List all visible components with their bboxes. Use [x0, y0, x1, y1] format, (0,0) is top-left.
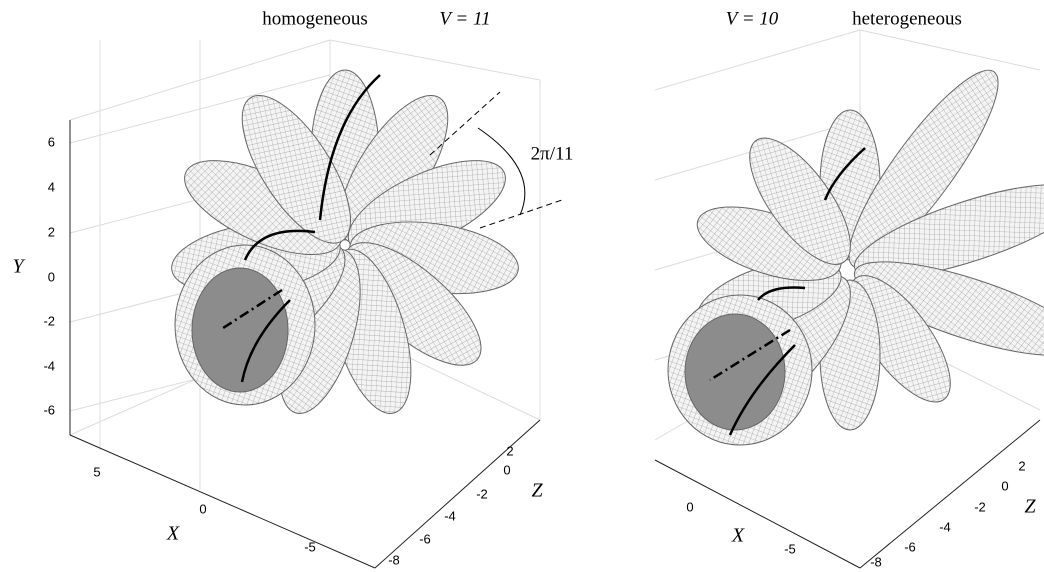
tube-inner: [191, 267, 289, 393]
z-axis-label: Z: [1024, 496, 1036, 518]
tick-label: 0: [48, 269, 55, 284]
tick-label: 2: [48, 224, 55, 239]
tick-label: -4: [43, 358, 55, 373]
tick-label: 5: [93, 464, 100, 479]
tick-label: 2: [506, 443, 513, 458]
tick-label: -6: [904, 539, 916, 554]
panel-label: V = 10: [726, 8, 779, 29]
tick-label: -5: [784, 541, 796, 556]
axes-right: [654, 419, 1041, 569]
tick-label: -2: [43, 313, 55, 328]
tick-label: -6: [43, 402, 55, 417]
petal: [848, 69, 999, 269]
axes-left: [69, 120, 541, 569]
tube-inner: [684, 313, 786, 431]
panel-label: V = 11: [439, 8, 490, 29]
tick-label: -2: [476, 486, 488, 501]
petal: [241, 94, 351, 244]
tick-label: 4: [48, 179, 55, 194]
petal: [853, 261, 1044, 356]
tick-label: 6: [48, 134, 55, 149]
tick-label: -2: [974, 499, 986, 514]
petal: [749, 137, 851, 265]
x-axis-label: X: [166, 523, 180, 545]
tick-label: -6: [419, 531, 431, 546]
x-axis-label: X: [731, 525, 745, 547]
tick-label: 0: [199, 501, 206, 516]
angle-marker: [429, 91, 563, 229]
tick-label: 0: [1001, 478, 1008, 493]
tick-label: -4: [939, 519, 951, 534]
tick-label: 0: [686, 499, 693, 514]
annotation: 2π/11: [531, 143, 574, 164]
petal: [853, 184, 1044, 279]
tick-label: -4: [444, 508, 456, 523]
y-axis-label: Y: [12, 256, 25, 278]
panel-title: heterogeneous: [852, 8, 962, 29]
tick-label: 2: [1018, 458, 1025, 473]
curves: [219, 74, 866, 436]
panel-title: homogeneous: [262, 8, 368, 29]
tick-label: 0: [503, 462, 510, 477]
z-axis-label: Z: [531, 480, 543, 502]
tick-label: -8: [870, 554, 882, 569]
tick-label: -5: [304, 539, 316, 554]
surfaces: [171, 69, 1044, 446]
tick-label: -8: [388, 552, 400, 567]
